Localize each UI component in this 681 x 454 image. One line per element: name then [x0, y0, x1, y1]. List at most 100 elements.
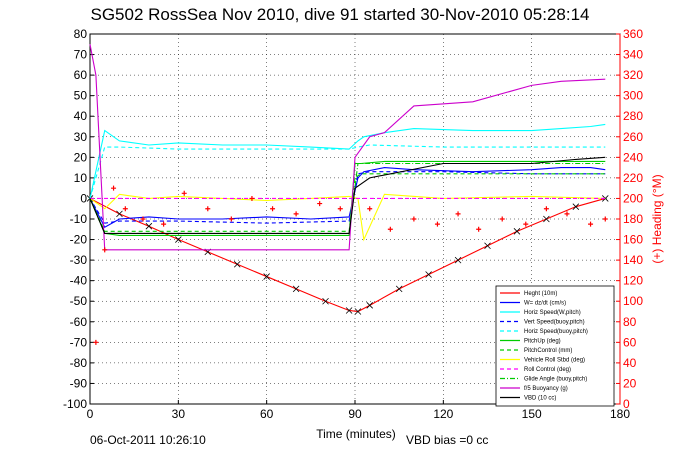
right-tick-label: 80 [623, 315, 637, 329]
series-line-1 [89, 197, 606, 313]
plot-area: 0 30 60 90 120 150 18080706050403020100-10-20-… [63, 27, 643, 421]
legend-label: Heght (10m) [524, 291, 557, 297]
heading-marker [588, 221, 594, 227]
timestamp: 06-Oct-2011 10:26:10 [90, 433, 206, 447]
right-tick-label: 320 [623, 68, 643, 82]
heading-marker [499, 216, 505, 222]
y-tick-label: -20 [70, 233, 88, 247]
legend-box [495, 285, 615, 407]
height-marker [322, 297, 329, 305]
heading-marker [411, 216, 417, 222]
right-tick-label: 280 [623, 109, 643, 123]
y-tick-label: 60 [74, 68, 88, 82]
y-tick-label: 0 [80, 191, 87, 205]
legend-label: Vehicle Roll Stbd (deg) [524, 358, 585, 364]
y-tick-label: -90 [70, 376, 88, 390]
heading-marker [181, 190, 187, 196]
heading-marker [317, 201, 323, 207]
right-tick-label: 160 [623, 233, 643, 247]
heading-marker [205, 206, 211, 212]
series-line-4 [89, 171, 606, 224]
heading-marker [270, 206, 276, 212]
y-tick-label: -10 [70, 212, 88, 226]
heading-marker [602, 216, 608, 222]
series-line-3 [89, 123, 606, 199]
vbd-bias-label: VBD bias =0 cc [406, 433, 488, 447]
heading-marker [523, 221, 529, 227]
heading-marker [387, 226, 393, 232]
right-tick-label: 220 [623, 171, 643, 185]
heading-marker [228, 216, 234, 222]
y-tick-label: 50 [74, 89, 88, 103]
right-tick-label: 340 [623, 48, 643, 62]
chart-title: SG502 RossSea Nov 2010, dive 91 started … [91, 5, 590, 24]
height-marker [263, 273, 270, 280]
x-tick-label: 120 [433, 407, 453, 421]
right-tick-label: 360 [623, 27, 643, 41]
x-tick-label: 60 [260, 407, 274, 421]
x-tick-label: 90 [348, 407, 362, 421]
height-marker [601, 195, 609, 202]
height-marker [116, 210, 123, 218]
x-axis-label: Time (minutes) [316, 427, 396, 441]
height-marker [354, 308, 362, 315]
heading-marker [140, 216, 146, 222]
legend-label: Horiz Speed(W,pitch) [524, 310, 581, 316]
x-tick-label: 150 [522, 407, 542, 421]
y-tick-label: -100 [63, 397, 87, 411]
heading-marker [102, 247, 108, 253]
right-tick-label: 60 [623, 335, 637, 349]
y-tick-label: 70 [74, 48, 88, 62]
series-line-12 [89, 156, 606, 234]
legend-label: Vert Speed(buoy,pitch) [524, 320, 585, 326]
y-tick-label: -60 [70, 315, 88, 329]
height-marker [543, 215, 550, 223]
heading-marker [293, 211, 299, 217]
series-line-11 [89, 44, 606, 251]
legend-label: f/5 Buoyancy (g) [524, 386, 568, 392]
heading-marker [455, 211, 461, 217]
heading-marker [111, 185, 117, 191]
legend-label: Horiz Speed(buoy,pitch) [524, 329, 588, 335]
right-axis-label: (+) Heading (°M) [650, 174, 664, 263]
right-tick-label: 260 [623, 130, 643, 144]
heading-marker [434, 221, 440, 227]
y-tick-label: 30 [74, 130, 88, 144]
height-marker [484, 242, 491, 250]
height-marker [454, 256, 462, 264]
heading-marker [249, 195, 255, 201]
y-tick-label: 40 [74, 109, 88, 123]
x-tick-label: 180 [610, 407, 630, 421]
right-tick-label: 0 [623, 397, 630, 411]
x-tick-label: 0 [87, 407, 94, 421]
heading-marker [564, 211, 570, 217]
right-tick-label: 300 [623, 89, 643, 103]
height-marker [425, 271, 432, 278]
right-tick-label: 180 [623, 212, 643, 226]
y-tick-label: 20 [74, 150, 88, 164]
y-tick-label: -40 [70, 274, 88, 288]
heading-marker [543, 206, 549, 212]
heading-marker [476, 226, 482, 232]
height-marker [233, 260, 241, 268]
right-tick-label: 100 [623, 294, 643, 308]
height-marker [366, 302, 374, 309]
height-marker [345, 307, 353, 314]
right-tick-label: 120 [623, 274, 643, 288]
legend-label: VBD (10 cc) [524, 396, 556, 402]
legend-label: Roll Control (deg) [524, 367, 571, 373]
right-tick-label: 40 [623, 356, 637, 370]
y-tick-label: -70 [70, 335, 88, 349]
series-line-5 [89, 144, 606, 199]
legend-label: PitchUp (deg) [524, 339, 561, 345]
right-tick-label: 240 [623, 150, 643, 164]
heading-marker [93, 339, 99, 345]
heading-marker [122, 206, 128, 212]
y-tick-label: -50 [70, 294, 88, 308]
legend-label: W= dz/dt (cm/s) [524, 301, 566, 307]
x-tick-label: 30 [172, 407, 186, 421]
heading-marker [367, 206, 373, 212]
height-marker [395, 285, 403, 293]
y-tick-label: 10 [74, 171, 88, 185]
